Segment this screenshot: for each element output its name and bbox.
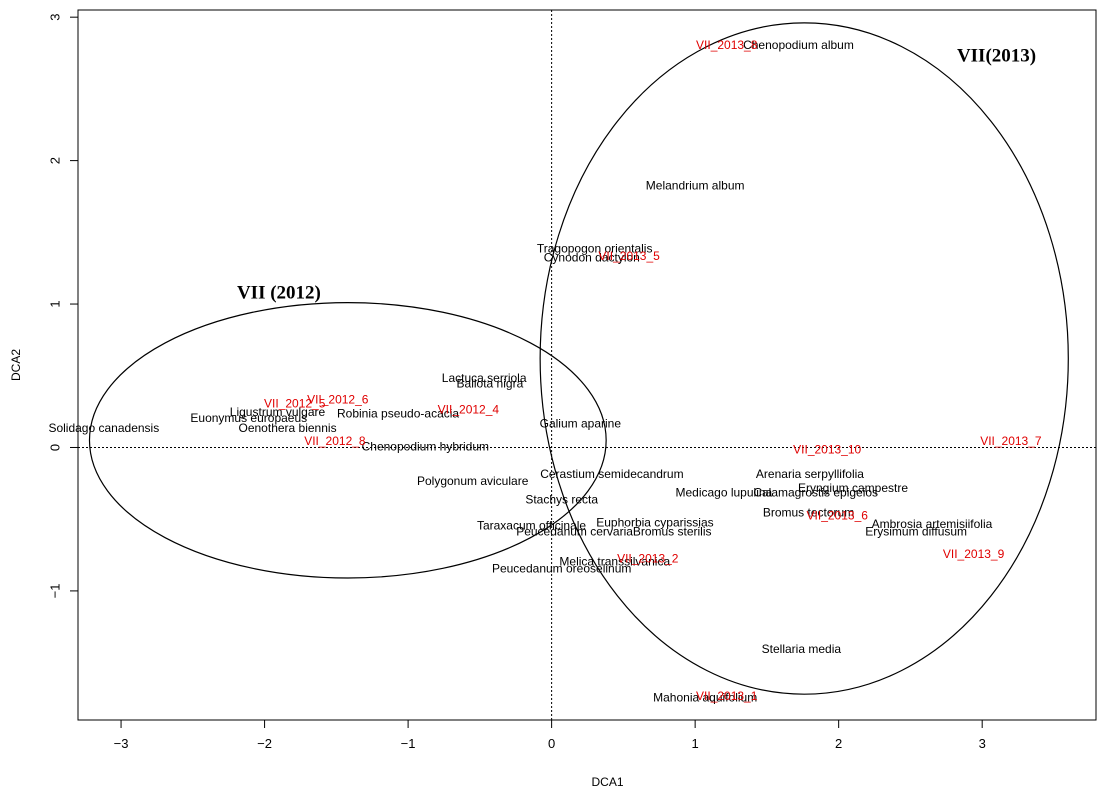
species-label: Bromus tectorum bbox=[763, 506, 854, 520]
species-label: Bromus sterilis bbox=[633, 524, 712, 538]
species-label: Cynodon dactylon bbox=[544, 250, 640, 264]
species-label: Mahonia aquifolium bbox=[653, 691, 757, 705]
y-tick-label: 2 bbox=[47, 157, 62, 164]
species-label: Medicago lupulina bbox=[675, 486, 772, 500]
species-label: Lactuca serriola bbox=[442, 371, 527, 385]
group-label: VII (2012) bbox=[237, 282, 321, 303]
y-axis: −1 0 1 2 3 bbox=[47, 14, 78, 598]
species-label: Taraxacum officinale bbox=[477, 519, 586, 533]
species-label: Oenothera biennis bbox=[239, 421, 337, 435]
x-axis-title: DCA1 bbox=[591, 775, 623, 789]
species-label: Tragopogon orientalis bbox=[537, 242, 653, 256]
group-labels: VII (2012) VII(2013) bbox=[237, 46, 1036, 304]
x-tick-label: 1 bbox=[692, 736, 699, 751]
species-label: Eryngium campestre bbox=[798, 481, 908, 495]
site-label: VII_2012_6 bbox=[307, 392, 369, 406]
plot-frame bbox=[77, 9, 1097, 721]
group-label: VII(2013) bbox=[957, 46, 1036, 67]
species-label: Ambrosia artemisiifolia bbox=[872, 517, 993, 531]
group-ellipse-2 bbox=[539, 22, 1069, 695]
site-label: VII_2012_8 bbox=[304, 434, 366, 448]
y-tick-label: 1 bbox=[47, 300, 62, 307]
species-label: Galium aparine bbox=[540, 417, 622, 431]
species-label: Chenopodium album bbox=[743, 38, 854, 52]
x-axis: −3 −2 −1 0 1 2 3 bbox=[114, 720, 986, 751]
species-label: Melica transsilvanica bbox=[559, 554, 670, 568]
species-label: Euonymus europaeus bbox=[190, 411, 307, 425]
species-label: Peucedanum oreoselinum bbox=[492, 562, 631, 576]
group-ellipse-1 bbox=[88, 302, 607, 579]
x-tick-label: 2 bbox=[835, 736, 842, 751]
species-label: Cerastium semidecandrum bbox=[540, 467, 683, 481]
site-label: VII_2013_5 bbox=[598, 249, 660, 263]
x-tick-label: 3 bbox=[979, 736, 986, 751]
y-tick-label: 3 bbox=[47, 14, 62, 21]
site-label: VII_2012_5 bbox=[264, 397, 326, 411]
y-axis-title: DCA2 bbox=[9, 349, 23, 381]
x-tick-label: 0 bbox=[548, 736, 555, 751]
x-tick-label: −1 bbox=[401, 736, 416, 751]
species-label: Peucedanum cervaria bbox=[516, 524, 633, 538]
site-label: VII_2013_9 bbox=[943, 547, 1005, 561]
species-label: Arenaria serpyllifolia bbox=[756, 467, 864, 481]
site-label: VII_2013_8 bbox=[696, 38, 758, 52]
group-ellipses bbox=[88, 22, 1069, 695]
species-label: Euphorbia cyparissias bbox=[596, 516, 713, 530]
site-label: VII_2013_10 bbox=[793, 443, 861, 457]
site-label: VII_2013_1 bbox=[696, 689, 758, 703]
y-tick-label: 0 bbox=[47, 444, 62, 451]
x-tick-label: −2 bbox=[257, 736, 272, 751]
species-label: Melandrium album bbox=[646, 179, 745, 193]
species-label: Ligustrum vulgare bbox=[230, 405, 326, 419]
species-labels: Chenopodium album Melandrium album Tragopo… bbox=[48, 38, 992, 705]
species-label: Solidago canadensis bbox=[48, 421, 159, 435]
species-label: Polygonum aviculare bbox=[417, 474, 529, 488]
species-label: Chenopodium hybridum bbox=[362, 440, 489, 454]
species-label: Stellaria media bbox=[762, 642, 842, 656]
y-tick-label: −1 bbox=[47, 583, 62, 598]
reference-lines bbox=[78, 10, 1097, 720]
species-label: Stachys recta bbox=[525, 493, 598, 507]
site-label: VII_2013_7 bbox=[980, 434, 1042, 448]
site-label: VII_2012_4 bbox=[438, 402, 500, 416]
species-label: Robinia pseudo-acacia bbox=[337, 407, 459, 421]
species-label: Ballota nigra bbox=[457, 377, 524, 391]
species-label: Erysimum diffusum bbox=[865, 524, 967, 538]
site-label: VII_2013_6 bbox=[807, 508, 869, 522]
x-tick-label: −3 bbox=[114, 736, 129, 751]
site-label: VII_2013_2 bbox=[617, 552, 679, 566]
species-label: Calamagrostis epigeios bbox=[753, 486, 878, 500]
